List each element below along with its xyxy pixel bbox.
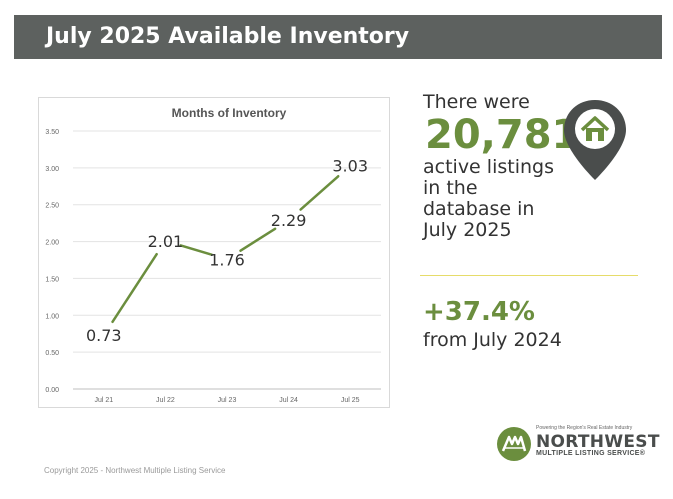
logo-name: NORTHWEST [536,432,660,452]
series-line-segment [111,252,158,324]
stat-intro-text: There were [423,91,530,113]
x-tick-label: Jul 21 [94,397,113,404]
x-tick-label: Jul 23 [218,397,237,404]
series-line-segment [239,227,277,252]
series-line-segment [299,175,340,211]
nwmls-logo-icon [497,427,531,461]
stat-text-line-2: active listings [423,156,554,178]
year-over-year-label: from July 2024 [423,329,562,351]
months-of-inventory-chart: Months of Inventory 0.00 0.50 1.00 1.50 2.00 2… [38,97,390,408]
stat-text-line-5: July 2025 [423,219,512,241]
x-tick-label: Jul 24 [279,397,298,404]
data-label: 2.29 [271,211,307,230]
data-label: 1.76 [209,250,245,269]
listings-stat-block: There were 20,781 active listings in the… [423,92,663,241]
x-tick-label: Jul 25 [341,397,360,404]
header-banner: July 2025 Available Inventory [14,15,662,59]
stat-text-line-3: in the [423,177,478,199]
data-label: 2.01 [148,232,184,251]
logo-tagline: Powering the Region's Real Estate Indust… [536,425,633,431]
data-label: 3.03 [332,157,368,176]
data-label: 0.73 [86,326,122,345]
y-tick-label: 0.00 [45,387,59,394]
copyright-text: Copyright 2025 - Northwest Multiple List… [44,466,226,475]
stat-text-line-4: database in [423,198,535,220]
x-tick-label: Jul 22 [156,397,175,404]
y-tick-label: 1.00 [45,313,59,320]
y-tick-label: 0.50 [45,350,59,357]
active-listings-count: 20,781 [425,112,580,158]
chart-svg: Months of Inventory 0.00 0.50 1.00 1.50 2.00 2… [45,106,381,404]
y-tick-label: 3.50 [45,129,59,136]
y-tick-label: 1.50 [45,276,59,283]
nwmls-logo: Powering the Region's Real Estate Indust… [496,425,659,463]
series-line-segment [179,244,213,256]
y-tick-label: 2.00 [45,240,59,247]
year-over-year-change: +37.4% [423,297,535,327]
logo-subname: MULTIPLE LISTING SERVICE® [536,450,646,457]
y-tick-label: 3.00 [45,166,59,173]
page-title: July 2025 Available Inventory [46,24,410,49]
y-tick-label: 2.50 [45,203,59,210]
section-divider [420,275,638,276]
chart-title: Months of Inventory [172,106,287,120]
house-location-pin-icon [561,98,629,182]
